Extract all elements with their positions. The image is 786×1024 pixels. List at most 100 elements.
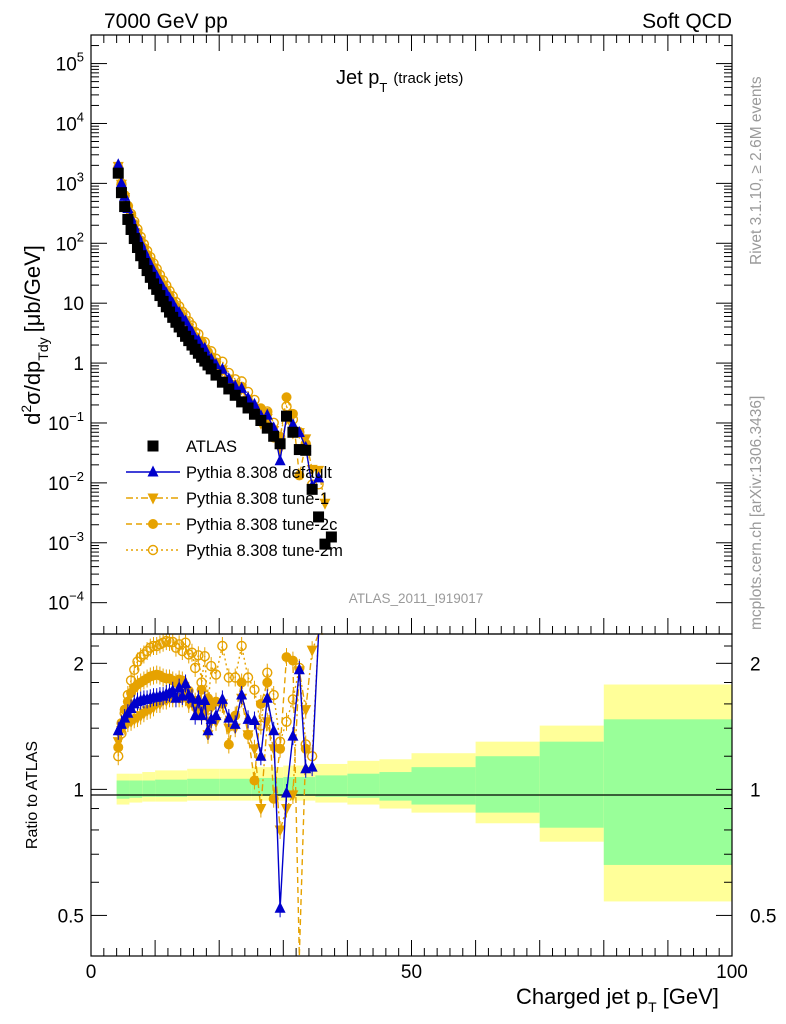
uncertainty-band-inner bbox=[539, 741, 604, 828]
ratio-data-point bbox=[249, 684, 260, 695]
data-point bbox=[112, 167, 124, 179]
y-axis-title-ratio: Ratio to ATLAS bbox=[24, 741, 41, 849]
data-point bbox=[319, 538, 331, 550]
legend-label: ATLAS bbox=[186, 438, 237, 456]
uncertainty-band-inner bbox=[142, 780, 156, 797]
ratio-data-point bbox=[255, 749, 267, 761]
ratio-data-point bbox=[287, 729, 299, 741]
legend-entry: Pythia 8.308 tune-2c bbox=[126, 516, 337, 534]
ratio-y-tick-label-right: 2 bbox=[750, 654, 761, 675]
uncertainty-band-inner bbox=[129, 780, 143, 798]
y-tick-label: 10−2 bbox=[48, 469, 84, 495]
uncertainty-band-inner bbox=[219, 778, 252, 796]
uncertainty-band-inner bbox=[155, 779, 188, 797]
data-point bbox=[122, 213, 134, 225]
analysis-id-label: ATLAS_2011_I919017 bbox=[349, 591, 484, 606]
ratio-data-point bbox=[135, 651, 146, 663]
series-pythia-8-308-tune-2c bbox=[113, 162, 311, 481]
data-point bbox=[319, 498, 331, 510]
legend-entry: ATLAS bbox=[147, 438, 237, 456]
data-point bbox=[210, 369, 222, 381]
mcplots-citation-label: mcplots.cern.ch [arXiv:1306.3436] bbox=[748, 396, 765, 630]
ratio-data-point bbox=[293, 663, 305, 675]
ratio-data-point bbox=[287, 790, 299, 802]
ratio-data-point bbox=[281, 804, 293, 816]
ratio-data-point bbox=[196, 709, 208, 721]
ratio-data-point bbox=[242, 672, 254, 683]
y-tick-label: 10−1 bbox=[48, 409, 84, 435]
ratio-data-point bbox=[281, 786, 293, 798]
data-point bbox=[154, 290, 166, 302]
data-point bbox=[325, 531, 337, 543]
y-tick-label: 105 bbox=[56, 50, 84, 76]
legend: ATLAS Pythia 8.308 default Pythia 8.308 tu… bbox=[126, 438, 343, 560]
collision-energy-label: 7000 GeV pp bbox=[104, 10, 228, 33]
ratio-data-point bbox=[268, 689, 279, 701]
ratio-data-point bbox=[173, 639, 185, 650]
ratio-data-point bbox=[255, 804, 267, 816]
uncertainty-band-inner bbox=[475, 756, 540, 813]
data-point bbox=[313, 471, 325, 483]
ratio-data-point bbox=[192, 692, 204, 704]
ratio-data-point bbox=[230, 672, 241, 683]
data-point bbox=[131, 242, 143, 254]
ratio-data-point bbox=[196, 684, 207, 695]
ratio-data-point bbox=[274, 901, 286, 913]
uncertainty-band-inner bbox=[315, 775, 348, 797]
data-point bbox=[205, 363, 217, 375]
data-point bbox=[261, 422, 273, 434]
y-tick-label: 10−4 bbox=[48, 589, 84, 615]
data-point bbox=[300, 444, 312, 456]
ratio-data-point bbox=[164, 636, 175, 648]
ratio-data-point bbox=[268, 724, 280, 736]
ratio-y-tick-label: 2 bbox=[73, 654, 84, 675]
ratio-data-point bbox=[255, 720, 267, 731]
legend-entry: Pythia 8.308 tune-2m bbox=[126, 542, 343, 560]
ratio-series-layer bbox=[112, 633, 325, 957]
uncertainty-band-inner bbox=[347, 773, 380, 798]
ratio-data-point bbox=[202, 724, 214, 736]
data-point bbox=[223, 383, 235, 395]
ratio-data-point bbox=[180, 676, 192, 688]
ratio-data-point bbox=[210, 709, 222, 721]
data-point bbox=[274, 454, 286, 466]
y-tick-label: 102 bbox=[56, 229, 84, 255]
ratio-data-point bbox=[170, 642, 182, 653]
data-point bbox=[112, 158, 124, 170]
x-tick-label: 0 bbox=[86, 962, 97, 983]
ratio-data-point bbox=[189, 662, 201, 674]
data-point bbox=[274, 438, 286, 450]
rivet-version-label: Rivet 3.1.10, ≥ 2.6M events bbox=[748, 76, 765, 265]
ratio-data-point bbox=[210, 669, 222, 680]
ratio-series-pythia-8-308-default bbox=[112, 633, 320, 918]
data-point bbox=[151, 283, 163, 295]
ratio-y-tick-label: 0.5 bbox=[58, 906, 84, 927]
uncertainty-band-inner bbox=[411, 767, 476, 805]
data-point bbox=[287, 418, 299, 430]
uncertainty-band-inner bbox=[116, 780, 130, 799]
data-point bbox=[268, 430, 280, 442]
ratio-data-point bbox=[223, 672, 235, 683]
process-label: Soft QCD bbox=[642, 10, 732, 33]
ratio-data-point bbox=[199, 694, 211, 706]
ratio-data-point bbox=[167, 636, 178, 648]
ratio-data-point bbox=[148, 640, 159, 652]
data-point bbox=[144, 271, 156, 283]
ratio-data-point bbox=[216, 692, 228, 704]
legend-marker bbox=[147, 440, 159, 452]
y-axis-title-main-text: d2σ/dpTdy[μb/GeV] bbox=[18, 245, 51, 425]
series-atlas bbox=[112, 167, 337, 550]
ratio-y-tick-label: 1 bbox=[73, 780, 84, 801]
data-point bbox=[293, 444, 305, 456]
uncertainty-band-inner bbox=[603, 719, 732, 865]
ratio-y-tick-label-right: 0.5 bbox=[750, 906, 776, 927]
data-point bbox=[115, 176, 127, 188]
ratio-data-point bbox=[268, 793, 279, 804]
data-point bbox=[313, 511, 325, 523]
legend-entry: Pythia 8.308 default bbox=[126, 464, 332, 482]
y-tick-label: 103 bbox=[56, 169, 84, 195]
x-tick-label: 50 bbox=[401, 962, 422, 983]
legend-entry: Pythia 8.308 tune-1 bbox=[126, 490, 329, 508]
